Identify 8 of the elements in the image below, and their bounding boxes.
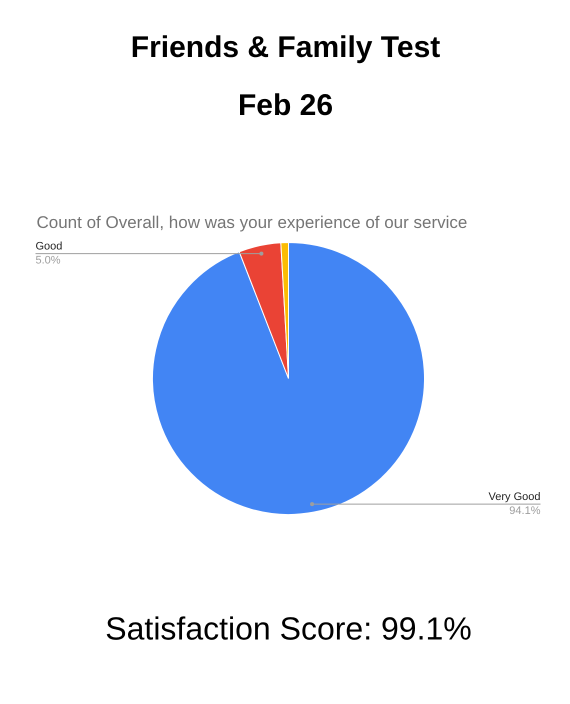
text: Count of Overall, how was your experience of our service: [36, 213, 468, 232]
data-label: 5.0%: [36, 254, 61, 267]
data-label: 94.1%: [509, 505, 541, 518]
chart-title: Friends & Family Test: [130, 31, 440, 64]
slice-label: Good: [36, 240, 62, 253]
text: Satisfaction Score: 99.1%: [105, 610, 472, 646]
slice-label: Very Good: [488, 491, 541, 504]
chart-subtitle: Feb 26: [238, 89, 334, 122]
